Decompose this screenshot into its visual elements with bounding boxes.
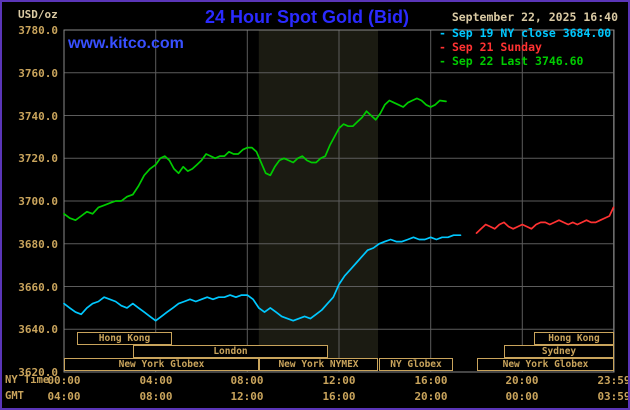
y-axis-tick-label: 3660.0 [18,281,58,294]
x-axis-tick-ny-time: 04:00 [139,374,173,387]
x-axis-tick-ny-time: 08:00 [230,374,264,387]
legend-label: Sep 21 Sunday [451,40,542,54]
x-axis-tick-gmt: 04:00 [47,390,81,403]
legend-label: Sep 19 NY close 3684.00 [451,26,612,40]
legend-bullet-icon: - [439,26,446,40]
legend-item-sep19-close: - Sep 19 NY close 3684.00 [439,26,611,40]
market-session-hong-kong: Hong Kong [534,332,614,345]
y-axis-tick-label: 3760.0 [18,67,58,80]
ny-time-axis-label: NY Time [5,374,50,386]
market-session-hong-kong: Hong Kong [77,332,172,345]
kitco-website-link[interactable]: www.kitco.com [68,35,184,52]
x-axis-tick-ny-time: 23:59 [597,374,630,387]
legend-bullet-icon: - [439,54,446,68]
chart-title: 24 Hour Spot Gold (Bid) [205,7,409,27]
y-axis-tick-label: 3620.0 [18,366,58,379]
datetime-label: September 22, 2025 16:40 [451,10,618,24]
plot-border [63,29,615,373]
market-session-new-york-globex: New York Globex [477,358,614,371]
market-session-new-york-nymex: New York NYMEX [259,358,378,371]
market-session-london: London [133,345,328,358]
market-session-sydney: Sydney [504,345,614,358]
price-line-sep21 [475,206,615,234]
x-axis-tick-gmt: 00:00 [505,390,539,403]
legend-label: Sep 22 Last 3746.60 [451,54,584,68]
market-session-ny-globex: NY Globex [379,358,453,371]
x-axis-tick-gmt: 03:59 [597,390,630,403]
x-axis-tick-ny-time: 16:00 [414,374,448,387]
x-axis-tick-gmt: 12:00 [230,390,264,403]
legend-bullet-icon: - [439,40,446,54]
gmt-axis-label: GMT [5,390,24,402]
y-axis-tick-label: 3640.0 [18,323,58,336]
price-line-sep19 [63,234,462,322]
y-axis-tick-label: 3700.0 [18,195,58,208]
x-axis-tick-ny-time: 00:00 [47,374,81,387]
price-line-sep22 [63,97,447,222]
x-axis-tick-gmt: 08:00 [139,390,173,403]
legend-item-sep21-sunday: - Sep 21 Sunday [439,40,611,54]
y-axis-tick-label: 3720.0 [18,152,58,165]
market-session-new-york-globex: New York Globex [64,358,259,371]
y-axis-tick-label: 3680.0 [18,238,58,251]
legend-item-sep22-last: - Sep 22 Last 3746.60 [439,54,611,68]
x-axis-tick-ny-time: 20:00 [505,374,539,387]
x-axis-tick-ny-time: 12:00 [322,374,356,387]
x-axis-tick-gmt: 20:00 [414,390,448,403]
y-axis-tick-label: 3780.0 [18,24,58,37]
units-label: USD/oz [18,8,58,21]
x-axis-tick-gmt: 16:00 [322,390,356,403]
y-axis-tick-label: 3740.0 [18,110,58,123]
legend: - Sep 19 NY close 3684.00 - Sep 21 Sunday … [439,26,611,68]
